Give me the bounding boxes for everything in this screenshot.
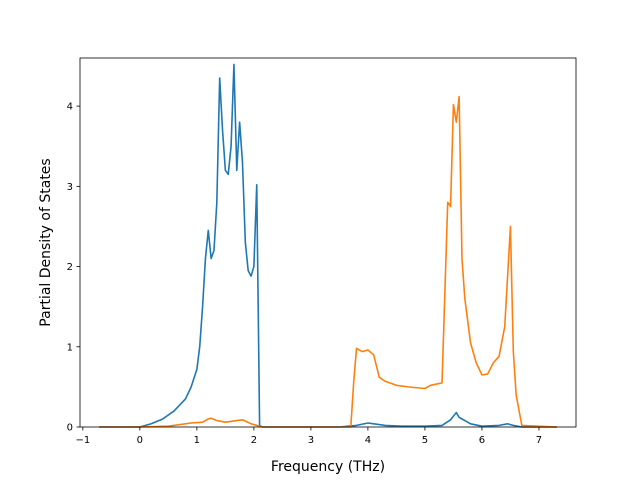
- y-tick-label: 0: [67, 423, 73, 434]
- x-tick-label: 1: [194, 435, 200, 446]
- plot-area: [80, 58, 576, 427]
- y-tick-label: 1: [67, 342, 73, 353]
- x-tick-label: 2: [251, 435, 257, 446]
- y-axis-label: Partial Density of States: [38, 158, 54, 326]
- y-axis-ticks: 0 1 2 3 4: [67, 102, 80, 434]
- x-tick-label: 4: [365, 435, 371, 446]
- x-tick-label: 6: [479, 435, 485, 446]
- series-line-2: [99, 95, 557, 428]
- axes-frame: [79, 57, 577, 428]
- x-axis-ticks: −1 0 1 2 3 4 5 6 7: [75, 427, 542, 446]
- y-tick-label: 4: [67, 102, 73, 113]
- x-tick-label: 7: [536, 435, 542, 446]
- x-tick-label: 3: [308, 435, 314, 446]
- y-tick-label: 2: [67, 262, 73, 273]
- x-tick-label: −1: [75, 435, 90, 446]
- series-line-1: [99, 63, 557, 428]
- x-tick-label: 5: [422, 435, 428, 446]
- series-layer: [99, 63, 557, 428]
- x-tick-label: 0: [137, 435, 143, 446]
- y-tick-label: 3: [67, 182, 73, 193]
- x-axis-label: Frequency (THz): [271, 459, 385, 475]
